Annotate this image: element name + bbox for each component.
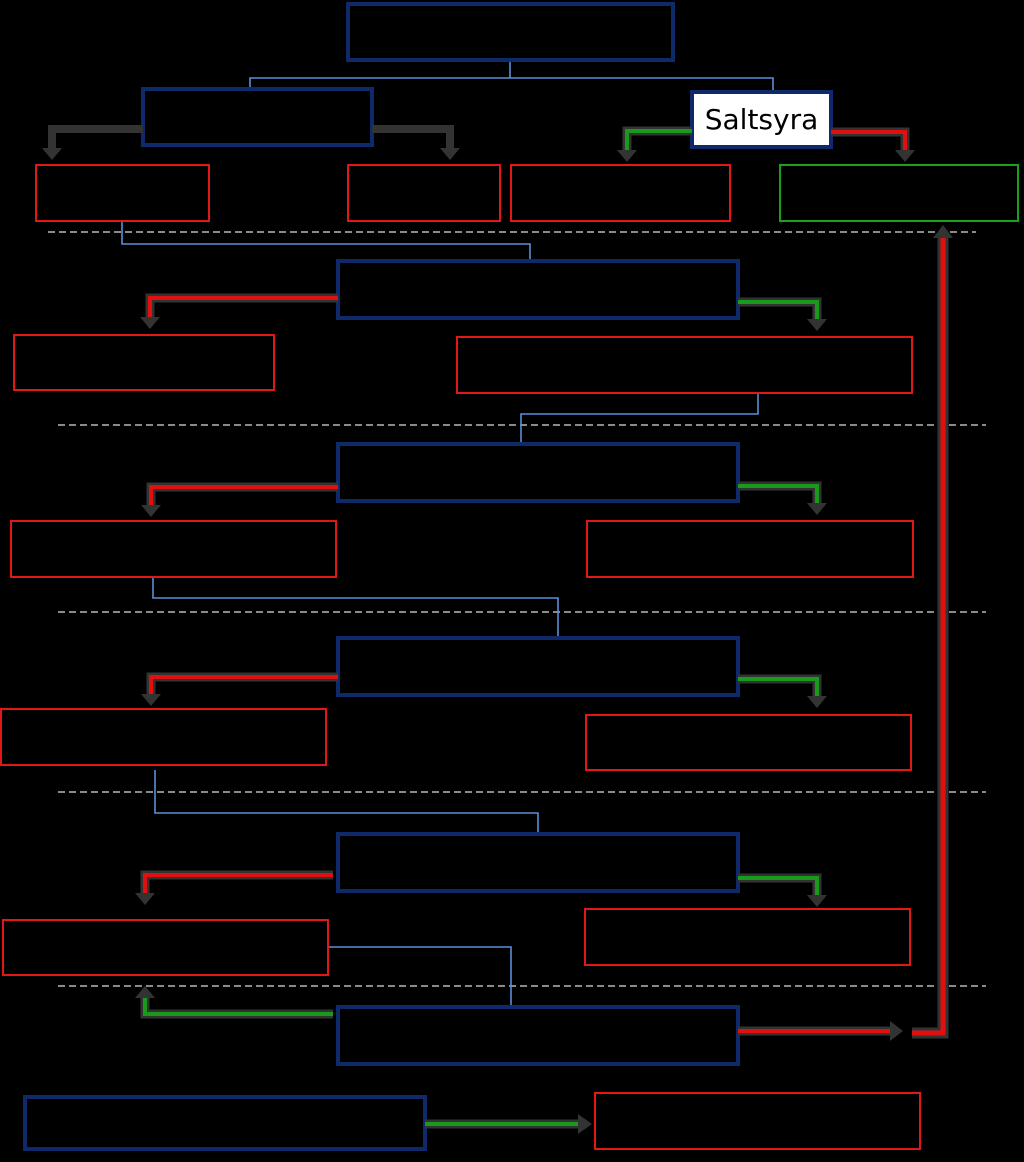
arrow-step-2-green	[738, 481, 827, 515]
arrow-footer-green	[425, 1114, 592, 1134]
step-1-left-result	[13, 334, 275, 391]
step-2-left-result	[10, 520, 337, 578]
arrow-step-5-green	[135, 986, 333, 1019]
arrow-step-1-green	[738, 297, 827, 331]
connector-2	[520, 394, 759, 444]
step-3-right-result	[585, 714, 912, 771]
positive-box	[779, 164, 1019, 222]
connector-5	[328, 946, 512, 1007]
step-1-reagent	[336, 259, 740, 320]
step-1-right-result	[456, 336, 913, 394]
arrow-top-right	[372, 125, 460, 160]
arrow-step-5-red	[738, 1021, 903, 1041]
arrows	[42, 125, 953, 1134]
arrow-step-3-green	[738, 674, 827, 708]
arrow-top-left	[42, 125, 143, 160]
arrow-saltsyra-red	[831, 127, 915, 162]
connector-4	[154, 770, 539, 834]
connectors	[121, 60, 774, 1007]
saltsyra-label: Saltsyra	[704, 103, 819, 136]
arrow-saltsyra-green	[617, 126, 692, 162]
result-box-1c	[510, 164, 731, 222]
step-4-reagent	[336, 832, 740, 893]
footer-result	[594, 1092, 921, 1150]
arrow-step-3-red	[141, 672, 338, 706]
arrow-return-up	[912, 225, 953, 1039]
step-5-reagent	[336, 1005, 740, 1066]
result-box-1a	[35, 164, 210, 222]
arrow-step-4-red	[135, 870, 333, 905]
result-box-1b	[347, 164, 501, 222]
arrow-step-2-red	[141, 482, 338, 517]
step-3-left-result	[0, 708, 327, 766]
section-dividers	[48, 231, 986, 987]
reagent-box-top	[141, 87, 374, 147]
step-3-reagent	[336, 636, 740, 697]
footer-reagent	[23, 1095, 427, 1151]
connector-3	[152, 578, 559, 638]
start-node	[346, 2, 675, 62]
connector-top-branch	[249, 77, 774, 92]
step-2-right-result	[586, 520, 914, 578]
connector-1	[121, 222, 531, 262]
arrow-step-1-red	[140, 293, 338, 329]
step-4-left-result	[2, 919, 329, 976]
arrow-step-4-green	[738, 873, 827, 907]
step-2-reagent	[336, 442, 740, 503]
saltsyra-box	[690, 90, 833, 149]
step-4-right-result	[584, 908, 911, 966]
